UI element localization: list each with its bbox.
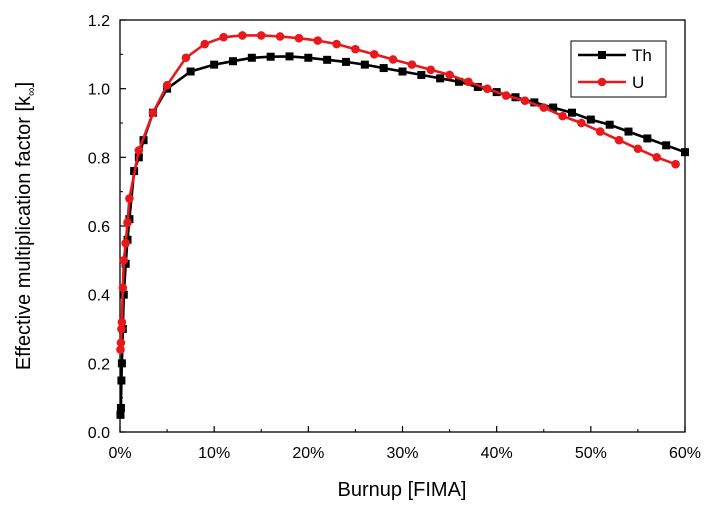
data-point-u <box>520 96 530 105</box>
data-point-u <box>200 39 210 49</box>
data-point-u <box>445 70 454 80</box>
data-point-u <box>123 218 132 227</box>
y-tick-label: 1.2 <box>88 13 110 30</box>
data-point-th <box>681 148 689 157</box>
data-point-u <box>181 53 191 63</box>
data-point-u <box>116 345 125 354</box>
y-axis-ticks: 0.0 0.2 0.4 0.6 0.8 1.0 1.2 <box>88 13 126 442</box>
data-point-th <box>266 52 275 61</box>
data-point-u <box>369 50 379 59</box>
x-tick-label: 40% <box>481 445 513 462</box>
y-tick-label: 0.0 <box>88 425 110 442</box>
data-point-u <box>614 135 624 145</box>
x-tick-label: 0% <box>108 445 131 462</box>
data-point-u <box>121 238 130 248</box>
data-point-u <box>294 33 304 43</box>
data-point-u <box>464 77 473 87</box>
x-tick-label: 60% <box>669 445 701 462</box>
x-tick-label: 50% <box>575 445 607 462</box>
data-point-u <box>652 153 662 162</box>
data-point-th <box>624 127 633 136</box>
data-point-th <box>247 53 256 62</box>
data-point-u <box>275 32 285 41</box>
data-point-u <box>671 159 680 169</box>
data-point-th <box>116 410 125 419</box>
data-point-th <box>662 141 671 150</box>
data-point-th <box>360 60 369 69</box>
data-point-u <box>119 256 129 265</box>
data-point-u <box>501 91 511 100</box>
data-point-th <box>379 64 388 73</box>
data-point-u <box>558 111 567 121</box>
data-point-u <box>148 108 158 117</box>
x-tick-label: 20% <box>292 445 324 462</box>
x-tick-label: 30% <box>386 445 418 462</box>
data-point-th <box>285 52 294 61</box>
y-axis-title-subscript: ∞ <box>24 87 38 96</box>
data-point-th <box>210 60 219 69</box>
x-tick-label: 10% <box>198 445 230 462</box>
y-tick-label: 0.6 <box>88 219 110 236</box>
data-point-u <box>313 36 323 45</box>
data-point-th <box>398 67 407 76</box>
data-point-th <box>473 82 482 91</box>
x-axis-title: Burnup [FIMA] <box>338 479 467 501</box>
data-point-u <box>539 103 549 112</box>
y-tick-label: 0.2 <box>88 356 110 373</box>
data-point-th <box>117 376 126 385</box>
data-point-u <box>134 146 144 155</box>
data-point-u <box>162 80 172 90</box>
data-point-th <box>186 67 195 76</box>
data-point-th <box>455 77 463 86</box>
legend-marker-u <box>597 77 607 87</box>
data-point-th <box>586 115 595 124</box>
data-point-u <box>332 39 341 49</box>
y-axis-title-close: ] <box>13 82 35 88</box>
data-point-u <box>426 65 436 75</box>
y-axis-title-main: Effective multiplication factor [k <box>13 95 35 370</box>
data-point-u <box>595 127 605 136</box>
data-point-u <box>238 31 247 40</box>
data-point-u <box>482 84 492 93</box>
data-point-u <box>577 118 586 128</box>
data-point-u <box>116 338 126 348</box>
data-point-th <box>116 403 125 412</box>
y-tick-label: 1.0 <box>88 82 110 99</box>
data-point-u <box>256 31 266 40</box>
legend-marker-th <box>598 51 606 59</box>
y-axis-title: Effective multiplication factor [k∞] <box>13 82 38 370</box>
y-tick-label: 0.4 <box>88 288 110 305</box>
y-tick-label: 0.8 <box>88 150 110 167</box>
data-point-u <box>118 283 128 293</box>
data-point-th <box>568 108 576 117</box>
data-point-th <box>134 153 143 162</box>
data-point-u <box>388 55 398 64</box>
x-axis-ticks: 0% 10% 20% 30% 40% 50% 60% <box>108 426 701 462</box>
data-point-th <box>304 53 313 62</box>
data-point-th <box>436 74 445 83</box>
data-point-th <box>605 120 614 129</box>
data-point-u <box>351 44 360 54</box>
data-point-th <box>530 98 539 107</box>
series-u <box>116 31 680 354</box>
legend: Th U <box>570 40 667 98</box>
data-point-u <box>219 32 228 42</box>
data-point-th <box>342 57 350 66</box>
data-point-u <box>117 324 126 334</box>
data-point-u <box>407 60 417 69</box>
data-point-th <box>549 103 558 112</box>
legend-label-u: U <box>632 73 644 92</box>
data-point-u <box>117 317 127 327</box>
data-point-th <box>229 57 237 66</box>
series-layer <box>116 31 689 419</box>
data-point-th <box>643 134 652 143</box>
data-point-th <box>323 55 332 64</box>
data-point-u <box>125 194 134 203</box>
legend-box <box>570 40 667 98</box>
data-point-u <box>633 144 643 154</box>
data-point-th <box>417 70 426 79</box>
data-point-th <box>117 359 126 368</box>
legend-label-th: Th <box>632 46 652 65</box>
